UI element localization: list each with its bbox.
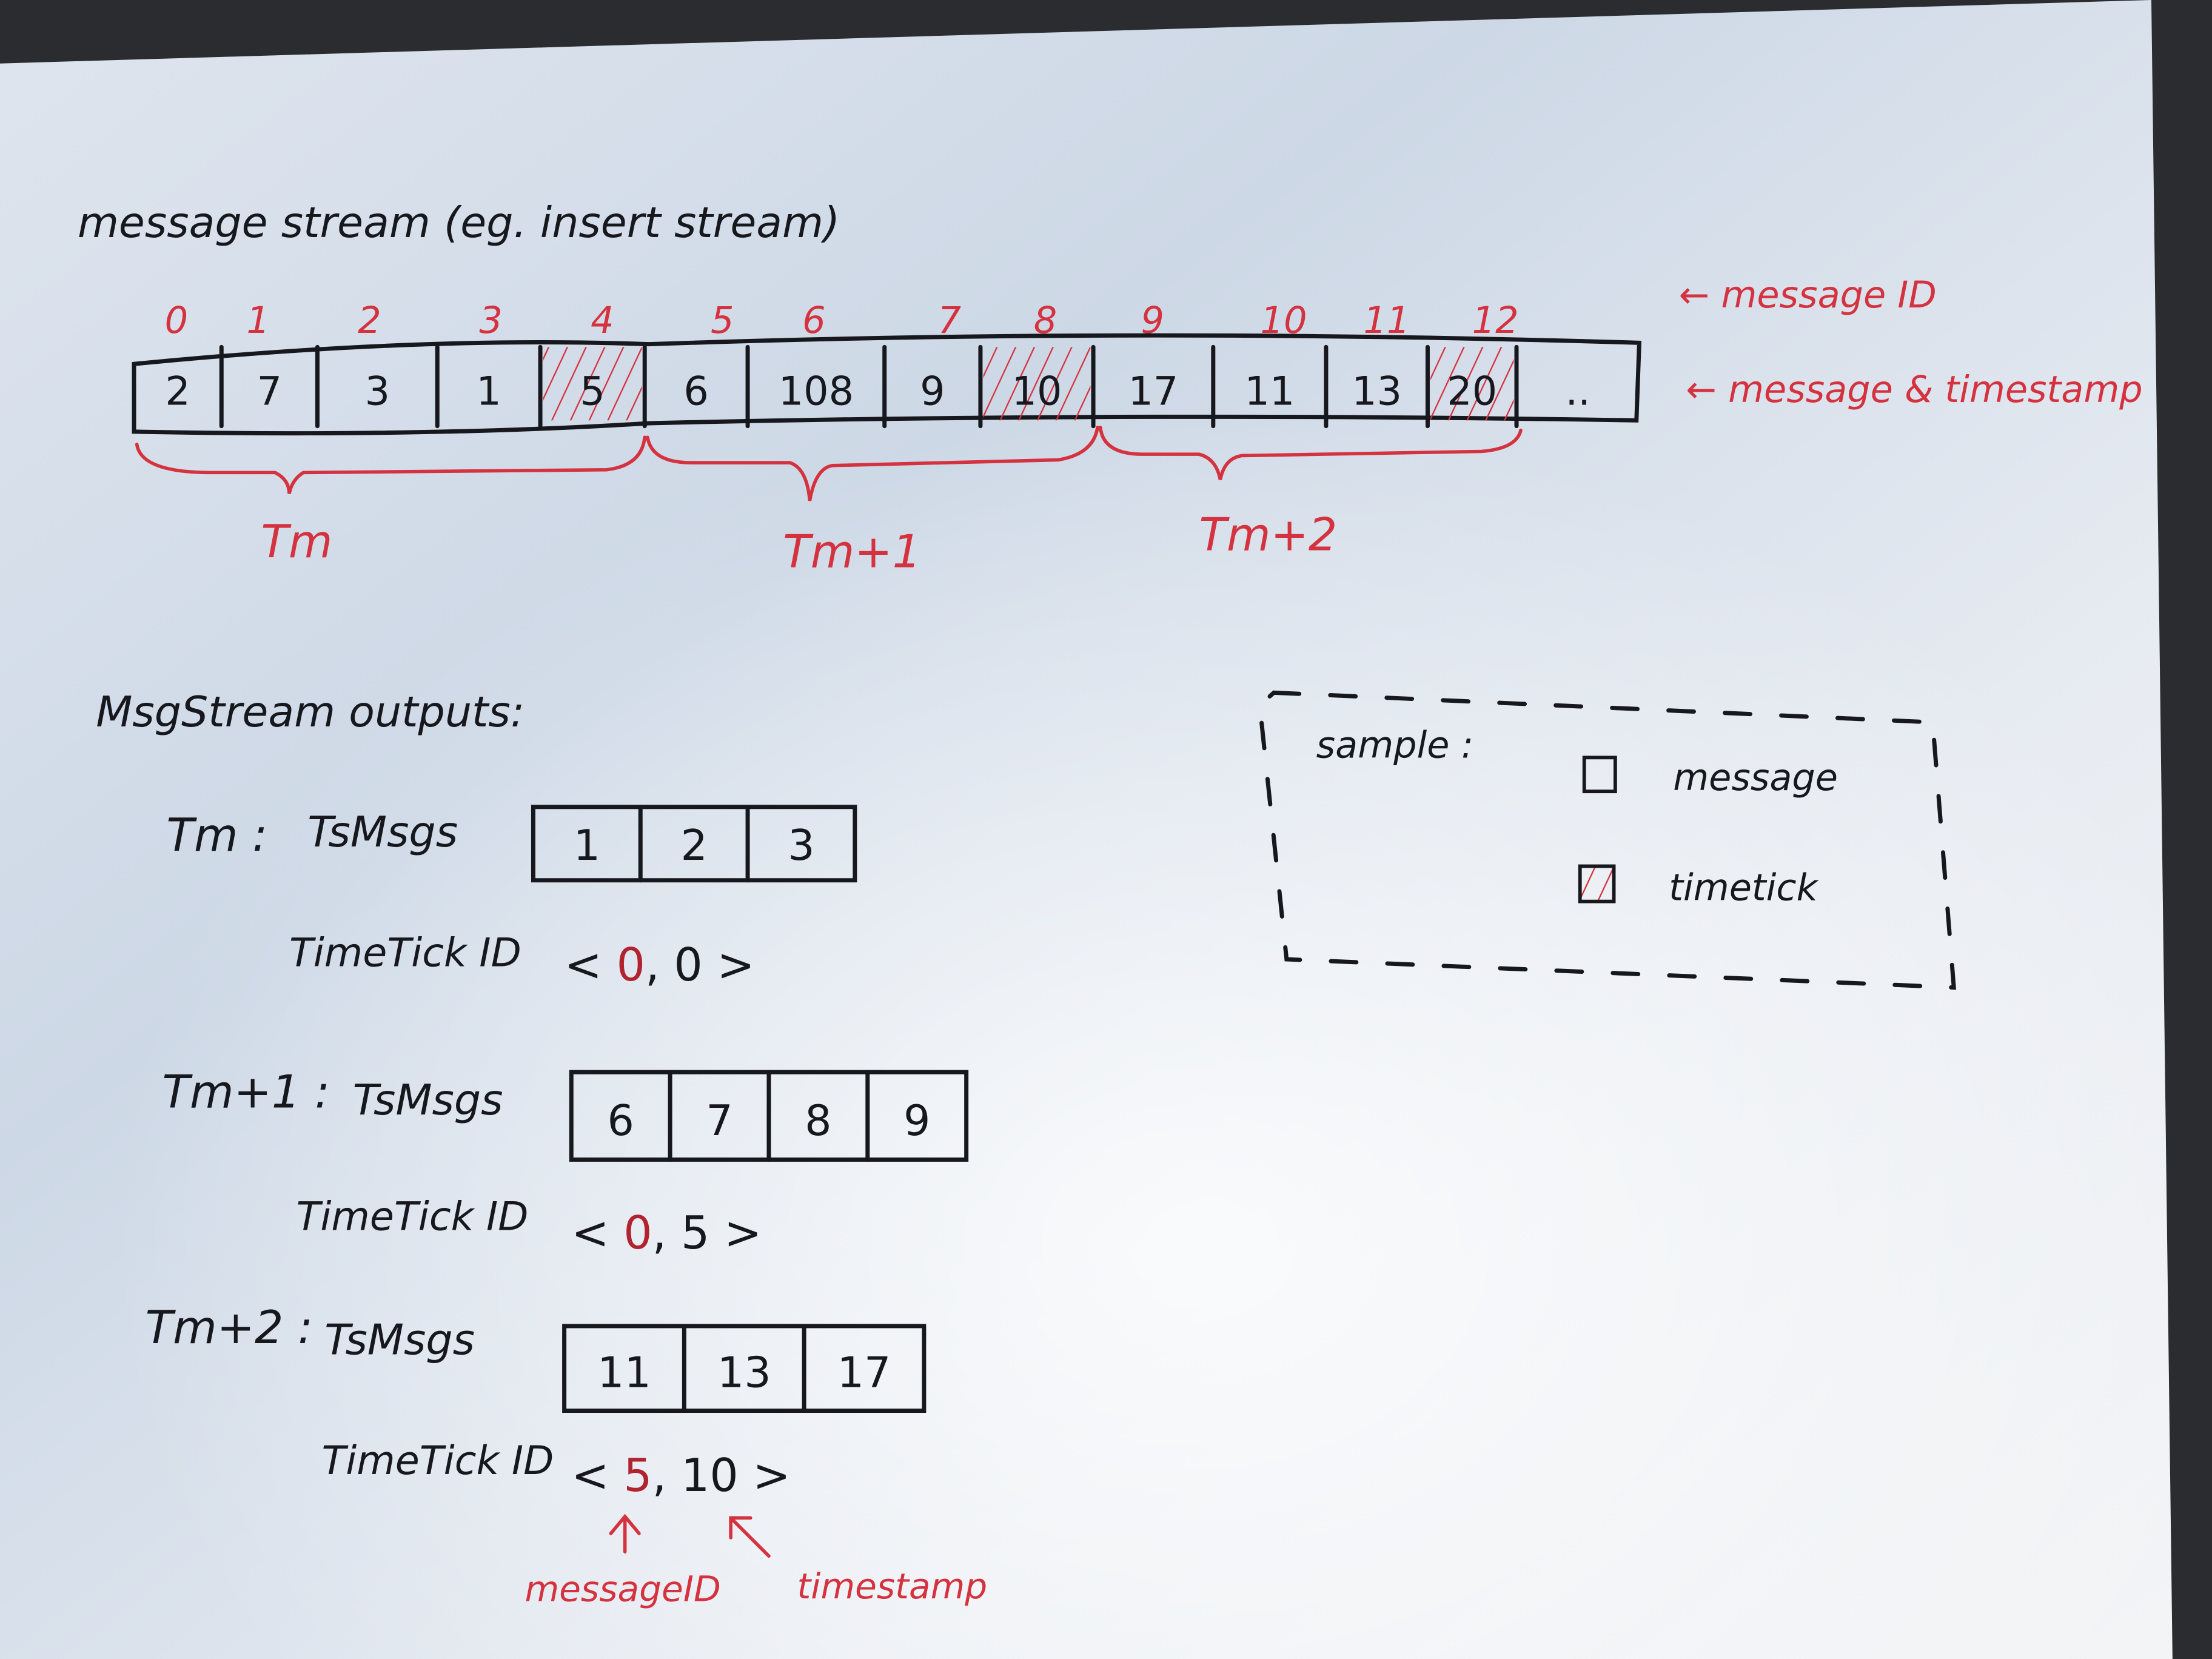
- ts-msg: 2: [680, 821, 707, 870]
- cell-value: 11: [1244, 369, 1295, 415]
- message-cell: 2: [165, 369, 190, 415]
- outputs-section: Tm : TsMsgs 1 2 3 TimeTick ID < 0, 0 > Tm+1 : Ts…: [146, 805, 969, 1502]
- message-id: 2: [358, 300, 381, 342]
- cell-value: 2: [165, 369, 190, 415]
- message-id: 12: [1472, 300, 1519, 342]
- timetick-id-label: TimeTick ID: [321, 1438, 554, 1484]
- output-group: Tm+1 : TsMsgs 6 7 8 9 TimeTick ID < 0, 5 >: [163, 1065, 969, 1259]
- message-id: 5: [711, 300, 734, 342]
- cell-value: 20: [1447, 369, 1497, 415]
- cell-value: 3: [365, 369, 390, 415]
- ts-msg: 11: [597, 1348, 651, 1397]
- tsmsgs-box: [562, 1324, 927, 1413]
- output-period: Tm+1 :: [163, 1065, 330, 1118]
- output-period: Tm :: [167, 809, 268, 862]
- timetick-square-icon: [1578, 864, 1616, 903]
- tsmsgs-label: TsMsgs: [324, 1315, 475, 1364]
- cell-value: 6: [683, 369, 708, 415]
- ts-msg: 1: [574, 821, 600, 870]
- message-cell: 17: [1091, 344, 1179, 429]
- brace-tm: [135, 435, 647, 494]
- tsmsgs-label: TsMsgs: [307, 808, 458, 857]
- ts-msg: 8: [805, 1096, 831, 1145]
- timetick-id-label: TimeTick ID: [289, 931, 521, 976]
- stream-outline: [132, 333, 1642, 436]
- period-tm-plus-2: Tm+2: [1199, 508, 1338, 561]
- output-period: Tm+2 :: [146, 1301, 313, 1354]
- message-cell: 7: [219, 344, 282, 429]
- ts-msg: 13: [717, 1348, 771, 1397]
- ts-msg: 7: [706, 1096, 732, 1145]
- message-id: 6: [802, 300, 825, 342]
- message-cell: 6: [642, 344, 709, 429]
- timetick-timestamp: 10: [681, 1449, 739, 1502]
- message-timestamp-annotation: ← message & timestamp: [1686, 369, 2142, 411]
- message-cell: 3: [315, 344, 390, 429]
- message-id-arrow-icon: [609, 1513, 641, 1553]
- timetick-cell: 5: [538, 344, 642, 429]
- timetick-id-value: < 5, 10 >: [571, 1449, 791, 1502]
- message-stream: 2 7 3 1 5 6 108 9 10 17 11 13 20..: [132, 333, 1642, 436]
- timetick-message-id: 0: [623, 1207, 652, 1259]
- timetick-hatch: [983, 347, 1091, 421]
- timetick-cell: 20: [1425, 344, 1514, 429]
- ts-msg: 3: [788, 821, 814, 870]
- cell-value: 7: [257, 369, 282, 415]
- message-cell: 1: [435, 344, 501, 429]
- timetick-hatch: [1430, 347, 1514, 421]
- timestamp-arrow-icon: [729, 1516, 771, 1558]
- tsmsgs-label: TsMsgs: [353, 1076, 503, 1125]
- cell-value: 17: [1128, 369, 1179, 415]
- message-id: 1: [247, 300, 270, 342]
- timetick-message-id: 5: [623, 1449, 652, 1502]
- timetick-id-value: < 0, 0 >: [565, 939, 755, 991]
- cell-value: 108: [779, 369, 854, 415]
- timetick-id-value: < 0, 5 >: [571, 1207, 762, 1259]
- message-square-icon: [1582, 756, 1617, 794]
- ts-msg: 17: [837, 1348, 891, 1397]
- message-cell: 11: [1211, 344, 1295, 429]
- cell-value: 9: [920, 369, 945, 415]
- brace-tm-plus-2: [1098, 426, 1523, 480]
- message-cell: ..: [1514, 344, 1590, 429]
- cell-value: 1: [476, 369, 501, 415]
- message-id-label: messageID: [525, 1569, 720, 1610]
- message-id: 4: [591, 300, 614, 342]
- brace-tm-plus-1: [646, 426, 1099, 501]
- stream-title: message stream (eg. insert stream): [78, 198, 840, 247]
- ts-msg: 9: [903, 1096, 930, 1145]
- message-id: 3: [479, 300, 502, 342]
- message-id-annotation: ← message ID: [1679, 274, 1937, 317]
- outputs-heading: MsgStream outputs:: [96, 688, 525, 737]
- timetick-cell: 10: [978, 344, 1091, 429]
- message-cell: 9: [882, 344, 945, 429]
- message-id: 0: [165, 300, 188, 342]
- output-group: Tm+2 : TsMsgs 11 13 17 TimeTick ID < 5, 10 >: [146, 1301, 927, 1502]
- message-cell: 13: [1324, 344, 1402, 429]
- ts-msg: 6: [607, 1096, 634, 1145]
- legend-box: sample : message timetick: [1257, 690, 1957, 990]
- legend-message-label: message: [1673, 757, 1838, 799]
- period-tm-plus-1: Tm+1: [783, 525, 921, 578]
- cell-value: 10: [1012, 369, 1062, 415]
- message-id-row: 0 1 2 3 4 5 6 7 8 9 10 11 12: [165, 300, 1519, 342]
- timetick-timestamp: 0: [674, 939, 702, 991]
- message-cell: 108: [745, 344, 854, 429]
- timetick-message-id: 0: [617, 939, 645, 991]
- timetick-timestamp: 5: [681, 1207, 709, 1259]
- timetick-id-label: TimeTick ID: [297, 1195, 529, 1240]
- output-group: Tm : TsMsgs 1 2 3 TimeTick ID < 0, 0 >: [167, 805, 857, 991]
- cell-value: 13: [1352, 369, 1402, 415]
- period-tm: Tm: [261, 515, 332, 568]
- timetick-hatch: [543, 347, 642, 421]
- tsmsgs-box: [531, 805, 857, 883]
- cell-value: 5: [580, 369, 605, 415]
- cell-value: ..: [1566, 369, 1590, 415]
- legend-timetick-label: timetick: [1669, 866, 1818, 909]
- legend-title: sample :: [1316, 724, 1473, 766]
- timestamp-label: timestamp: [797, 1566, 987, 1607]
